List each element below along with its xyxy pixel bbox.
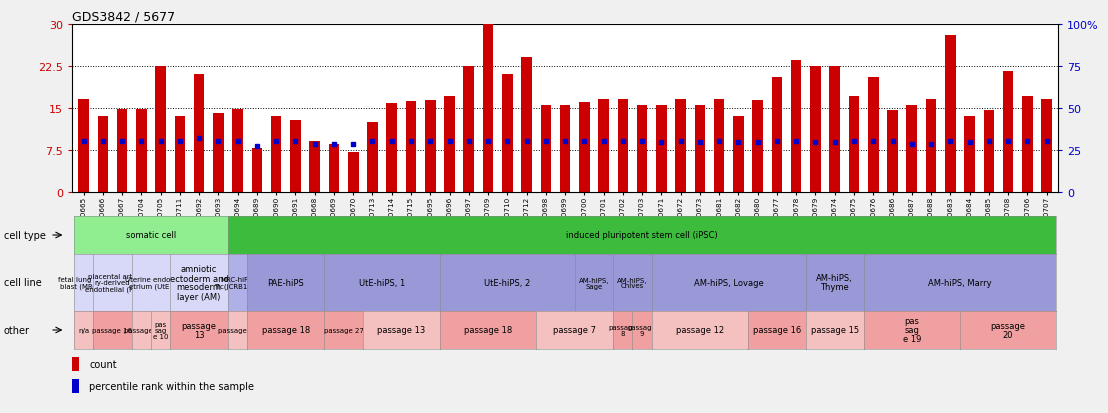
Bar [116,109,127,192]
Bar [252,149,263,192]
Bar [771,78,782,192]
Text: passage 13: passage 13 [377,326,425,335]
Text: passage
9: passage 9 [628,324,657,336]
Bar [830,66,840,192]
Bar [984,111,994,192]
Text: somatic cell: somatic cell [126,231,176,240]
Bar [733,117,743,192]
Text: cell line: cell line [3,278,41,288]
Text: AM-hiPS, Lovage: AM-hiPS, Lovage [694,278,763,287]
Bar [791,61,801,192]
Bar [136,109,146,192]
Bar [1003,72,1014,192]
Bar [194,75,205,192]
Bar [964,117,975,192]
Text: amniotic
ectoderm and
mesoderm
layer (AM): amniotic ectoderm and mesoderm layer (AM… [170,265,228,301]
Bar [906,106,917,192]
Bar [521,58,532,192]
Bar [579,103,589,192]
Bar [309,142,320,192]
Bar [483,25,493,192]
Bar [925,100,936,192]
Bar [617,100,628,192]
Text: induced pluripotent stem cell (iPSC): induced pluripotent stem cell (iPSC) [566,231,718,240]
Bar [598,100,609,192]
Bar [637,106,647,192]
Text: n/a: n/a [78,327,89,333]
Text: passage 16: passage 16 [92,327,133,333]
Bar [290,121,300,192]
Text: passage
13: passage 13 [182,321,217,339]
Bar [656,106,667,192]
Bar [367,122,378,192]
Bar [98,117,109,192]
Text: pas
sag
e 19: pas sag e 19 [903,317,921,344]
Bar [695,106,705,192]
Bar [155,66,166,192]
Bar [270,117,281,192]
Text: passage 15: passage 15 [811,326,859,335]
Bar [425,101,435,192]
Text: passage 7: passage 7 [553,326,596,335]
Bar [1042,100,1051,192]
Bar [175,117,185,192]
Text: passage
20: passage 20 [991,321,1026,339]
Text: passage 27: passage 27 [324,327,363,333]
Bar [849,97,860,192]
Bar [1022,97,1033,192]
Text: passage 22: passage 22 [218,327,257,333]
Bar [868,78,879,192]
Text: passage 8: passage 8 [124,327,160,333]
Bar [676,100,686,192]
Text: passage 12: passage 12 [676,326,724,335]
Text: AM-hiPS,
Thyme: AM-hiPS, Thyme [817,274,853,292]
Text: other: other [3,325,30,335]
Bar [213,114,224,192]
Text: MRC-hiPS,
Tic(JCRB1331: MRC-hiPS, Tic(JCRB1331 [214,277,261,289]
Bar [72,379,79,392]
Text: passage
8: passage 8 [608,324,637,336]
Text: Uterine endom
etrium (UtE): Uterine endom etrium (UtE) [125,277,177,289]
Text: AM-hiPS, Marry: AM-hiPS, Marry [929,278,992,287]
Text: passage 18: passage 18 [261,326,310,335]
Text: cell type: cell type [3,230,45,240]
Text: pas
sag
e 10: pas sag e 10 [153,321,168,339]
Text: percentile rank within the sample: percentile rank within the sample [89,381,254,391]
Bar [541,106,551,192]
Bar [444,97,454,192]
Bar [72,358,79,371]
Bar [348,153,359,192]
Bar [233,109,243,192]
Text: passage 18: passage 18 [464,326,512,335]
Bar [752,101,763,192]
Text: GDS3842 / 5677: GDS3842 / 5677 [72,11,175,24]
Bar [888,111,897,192]
Bar [329,145,339,192]
Bar [945,36,955,192]
Text: AM-hiPS,
Sage: AM-hiPS, Sage [578,277,609,289]
Bar [406,102,417,192]
Bar [714,100,725,192]
Bar [560,106,571,192]
Text: UtE-hiPS, 2: UtE-hiPS, 2 [484,278,531,287]
Text: count: count [89,359,116,369]
Bar [810,66,821,192]
Text: PAE-hiPS: PAE-hiPS [267,278,305,287]
Bar [79,100,89,192]
Text: AM-hiPS,
Chives: AM-hiPS, Chives [617,277,648,289]
Text: UtE-hiPS, 1: UtE-hiPS, 1 [359,278,406,287]
Text: passage 16: passage 16 [752,326,801,335]
Text: fetal lung fibro
blast (MRC-5): fetal lung fibro blast (MRC-5) [58,277,110,289]
Bar [502,75,513,192]
Bar [387,104,397,192]
Bar [463,66,474,192]
Text: placental arte
ry-derived
endothelial (PA): placental arte ry-derived endothelial (P… [85,273,140,292]
